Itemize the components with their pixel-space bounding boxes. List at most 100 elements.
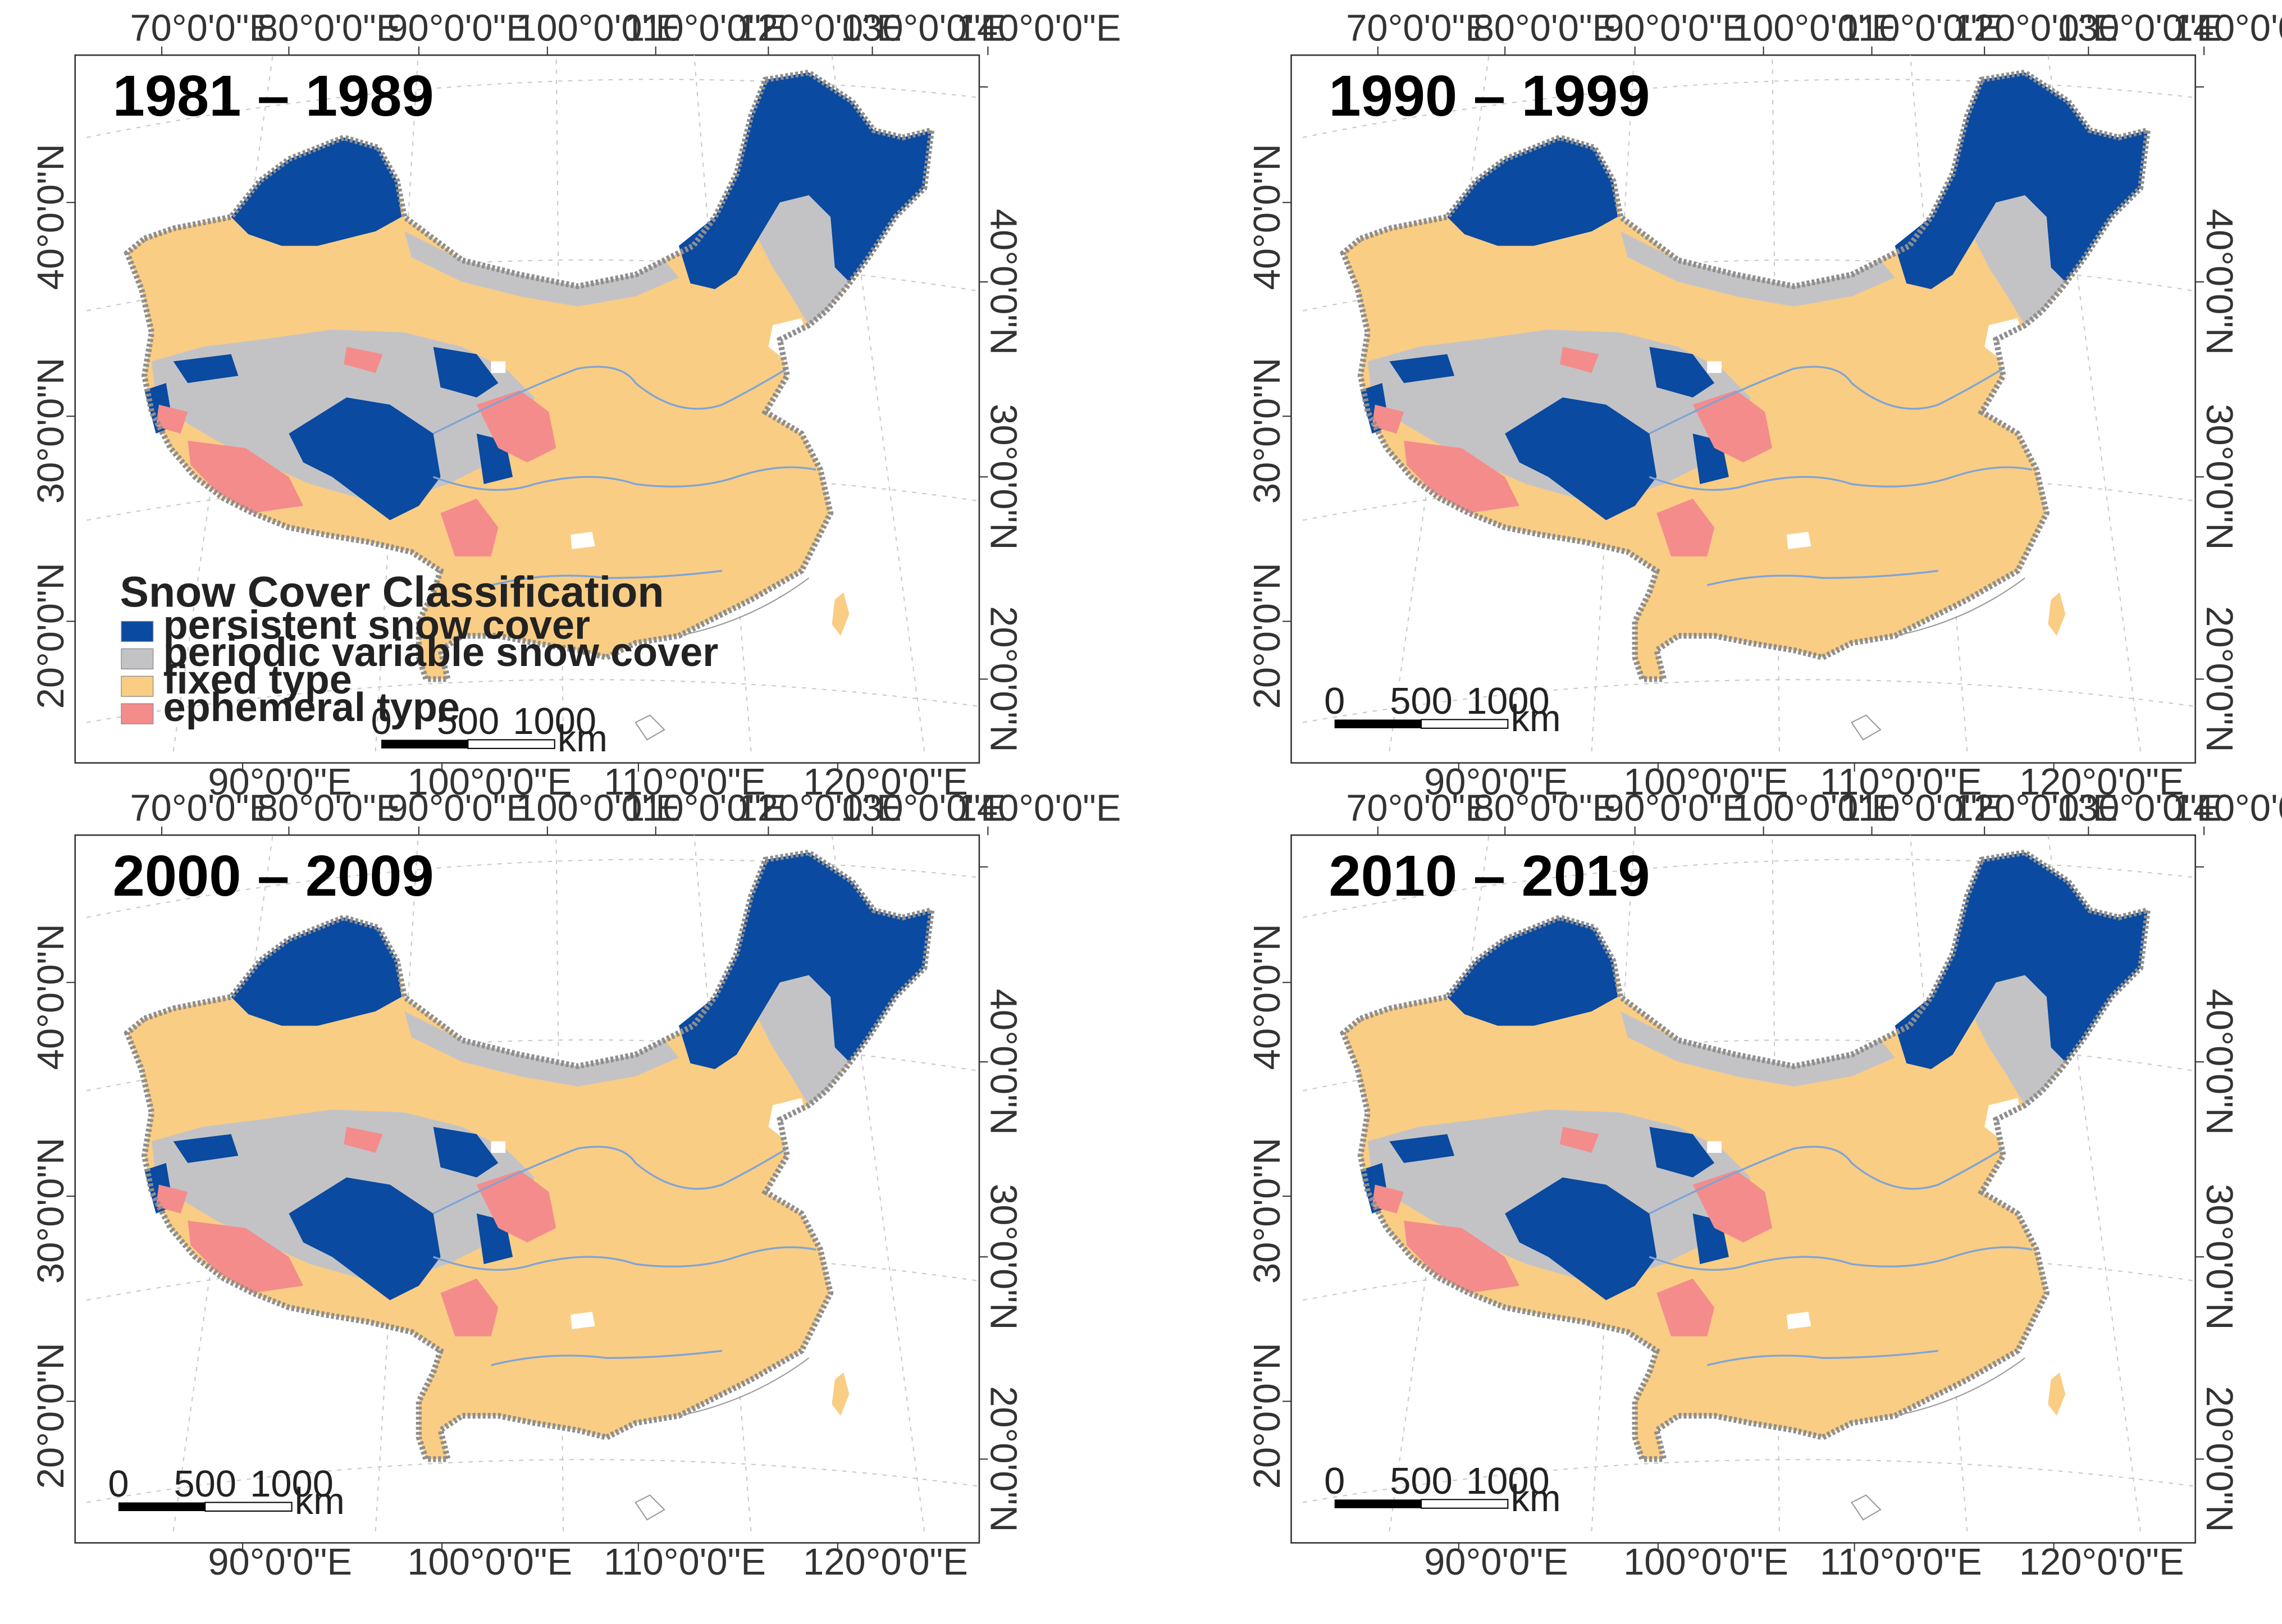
map-panel-2: 70°0'0"E80°0'0"E90°0'0"E100°0'0"E110°0'0… (1246, 7, 2282, 803)
top-lon-label: 110°0'0"E (1840, 7, 2002, 49)
right-lat-label: 40°0'0"N (2198, 989, 2240, 1135)
top-lon-label: 140°0'0"E (2173, 787, 2282, 829)
right-lat-label: 30°0'0"N (982, 1184, 1024, 1330)
top-lon-label: 80°0'0"E (1473, 787, 1618, 829)
bottom-lon-label: 90°0'0"E (1424, 1541, 1568, 1583)
left-lat-label: 30°0'0"N (1246, 1138, 1288, 1284)
right-lat-label: 20°0'0"N (2198, 606, 2240, 752)
scale-label: 0 (371, 700, 391, 742)
scale-unit: km (1510, 697, 1560, 740)
top-lon-label: 140°0'0"E (956, 7, 1121, 49)
top-lon-label: 100°0'0"E (1732, 787, 1897, 829)
bottom-lon-label: 90°0'0"E (208, 1541, 352, 1583)
left-lat-label: 40°0'0"N (1246, 144, 1288, 290)
top-lon-label: 110°0'0"E (624, 7, 786, 49)
scale-label: 1000 (1466, 680, 1550, 722)
top-lon-label: 100°0'0"E (515, 7, 681, 49)
top-lon-label: 90°0'0"E (387, 7, 531, 49)
top-lon-label: 130°0'0"E (2057, 787, 2222, 829)
top-lon-label: 130°0'0"E (841, 7, 1006, 49)
scale-unit: km (558, 718, 608, 760)
period-label: 1981 – 1989 (113, 63, 434, 128)
bottom-lon-label: 100°0'0"E (1623, 761, 1788, 803)
top-lon-label: 120°0'0"E (1953, 787, 2118, 829)
bottom-lon-label: 120°0'0"E (803, 761, 968, 803)
legend-swatch-persistent (121, 621, 154, 642)
map-panel-1: 70°0'0"E80°0'0"E90°0'0"E100°0'0"E110°0'0… (30, 7, 1121, 803)
top-lon-label: 70°0'0"E (1346, 7, 1490, 49)
scale-label: 1000 (250, 1463, 334, 1505)
right-lat-label: 30°0'0"N (2198, 1184, 2240, 1330)
top-lon-label: 80°0'0"E (257, 787, 401, 829)
bottom-lon-label: 110°0'0"E (604, 761, 766, 803)
map-panel-4: 70°0'0"E80°0'0"E90°0'0"E100°0'0"E110°0'0… (1246, 787, 2282, 1583)
left-lat-label: 40°0'0"N (1246, 924, 1288, 1070)
bottom-lon-label: 100°0'0"E (407, 1541, 572, 1583)
top-lon-label: 70°0'0"E (1346, 787, 1490, 829)
left-lat-label: 40°0'0"N (30, 924, 72, 1070)
top-lon-label: 130°0'0"E (2057, 7, 2222, 49)
scale-label: 500 (437, 700, 500, 742)
scale-label: 1000 (513, 700, 596, 742)
scale-label: 0 (1324, 680, 1345, 722)
bottom-lon-label: 110°0'0"E (1820, 1541, 1982, 1583)
right-lat-label: 30°0'0"N (982, 404, 1024, 550)
top-lon-label: 90°0'0"E (387, 787, 531, 829)
top-lon-label: 90°0'0"E (1603, 787, 1747, 829)
top-lon-label: 130°0'0"E (841, 787, 1006, 829)
top-lon-label: 120°0'0"E (1953, 7, 2118, 49)
bottom-lon-label: 110°0'0"E (1820, 761, 1982, 803)
top-lon-label: 90°0'0"E (1603, 7, 1747, 49)
left-lat-label: 20°0'0"N (1246, 563, 1288, 709)
legend-swatch-fixed (121, 676, 154, 697)
right-lat-label: 40°0'0"N (982, 209, 1024, 355)
bottom-lon-label: 90°0'0"E (208, 761, 352, 803)
bottom-lon-label: 110°0'0"E (604, 1541, 766, 1583)
top-lon-label: 140°0'0"E (2173, 7, 2282, 49)
scale-label: 500 (174, 1463, 236, 1505)
top-lon-label: 80°0'0"E (1473, 7, 1618, 49)
period-label: 1990 – 1999 (1329, 63, 1650, 128)
bottom-lon-label: 120°0'0"E (803, 1541, 968, 1583)
period-label: 2000 – 2009 (113, 843, 434, 908)
legend-swatch-ephemeral (121, 703, 154, 724)
right-lat-label: 20°0'0"N (982, 1386, 1024, 1532)
left-lat-label: 30°0'0"N (30, 1138, 72, 1284)
top-lon-label: 110°0'0"E (624, 787, 786, 829)
right-lat-label: 40°0'0"N (982, 989, 1024, 1135)
legend-label-fixed: fixed type (163, 658, 352, 702)
left-lat-label: 30°0'0"N (1246, 358, 1288, 504)
top-lon-label: 100°0'0"E (1732, 7, 1897, 49)
bottom-lon-label: 120°0'0"E (2019, 1541, 2184, 1583)
left-lat-label: 20°0'0"N (30, 1343, 72, 1489)
top-lon-label: 120°0'0"E (737, 787, 902, 829)
top-lon-label: 80°0'0"E (257, 7, 401, 49)
bottom-lon-label: 100°0'0"E (407, 761, 572, 803)
right-lat-label: 20°0'0"N (2198, 1386, 2240, 1532)
top-lon-label: 100°0'0"E (515, 787, 681, 829)
left-lat-label: 20°0'0"N (30, 563, 72, 709)
period-label: 2010 – 2019 (1329, 843, 1650, 908)
right-lat-label: 20°0'0"N (982, 606, 1024, 752)
legend-label-ephemeral: ephemeral type (163, 685, 460, 730)
scale-unit: km (295, 1480, 345, 1522)
map-panel-3: 70°0'0"E80°0'0"E90°0'0"E100°0'0"E110°0'0… (30, 787, 1121, 1583)
top-lon-label: 70°0'0"E (130, 7, 274, 49)
top-lon-label: 70°0'0"E (130, 787, 274, 829)
legend-title: Snow Cover Classification (120, 568, 664, 617)
top-lon-label: 140°0'0"E (956, 787, 1121, 829)
legend-label-periodic: periodic variable snow cover (163, 630, 719, 675)
bottom-lon-label: 90°0'0"E (1424, 761, 1568, 803)
top-lon-label: 120°0'0"E (737, 7, 902, 49)
right-lat-label: 30°0'0"N (2198, 404, 2240, 550)
scale-label: 0 (1324, 1460, 1345, 1502)
bottom-lon-label: 100°0'0"E (1623, 1541, 1788, 1583)
legend-label-persistent: persistent snow cover (163, 603, 590, 647)
left-lat-label: 40°0'0"N (30, 144, 72, 290)
